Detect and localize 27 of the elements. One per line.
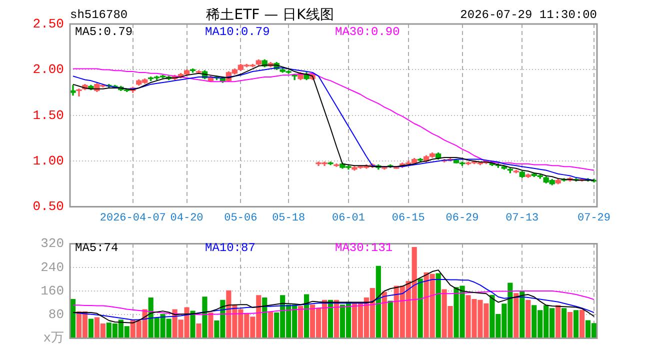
- y-tick-label: 2.50: [32, 16, 64, 32]
- y-tick-label: 320: [40, 236, 64, 252]
- text: MA30:0.90: [335, 25, 400, 39]
- text: 2026-07-29 11:30:00: [460, 8, 597, 22]
- text: MA10:87: [205, 241, 256, 255]
- x-tick-label: 06-01: [332, 212, 366, 224]
- x-tick-label: 07-29: [578, 212, 611, 224]
- x-tick-label: 2026-04-07: [100, 212, 166, 224]
- x-tick-label: 06-29: [446, 212, 479, 224]
- y-tick-label: 0.50: [32, 199, 64, 214]
- y-tick-label: 1.00: [32, 154, 64, 169]
- text: MA5:0.79: [75, 25, 133, 39]
- text: MA5:74: [75, 241, 118, 255]
- y-tick-label: 240: [40, 260, 64, 275]
- y-tick-label: 2.00: [32, 62, 64, 78]
- x-tick-label: 06-15: [392, 212, 425, 224]
- x-tick-label: 05-18: [272, 212, 306, 224]
- text: MA10:0.79: [205, 25, 270, 39]
- x-tick-label: 07-13: [506, 212, 539, 224]
- text: MA30:131: [335, 241, 393, 255]
- y-tick-label: x万: [43, 330, 64, 346]
- y-tick-label: 1.50: [32, 108, 64, 123]
- x-tick-label: 05-06: [224, 212, 258, 224]
- y-tick-label: 80: [48, 307, 64, 322]
- text: sh516780: [70, 8, 128, 22]
- y-tick-label: 160: [40, 283, 64, 298]
- x-tick-label: 04-20: [170, 212, 204, 224]
